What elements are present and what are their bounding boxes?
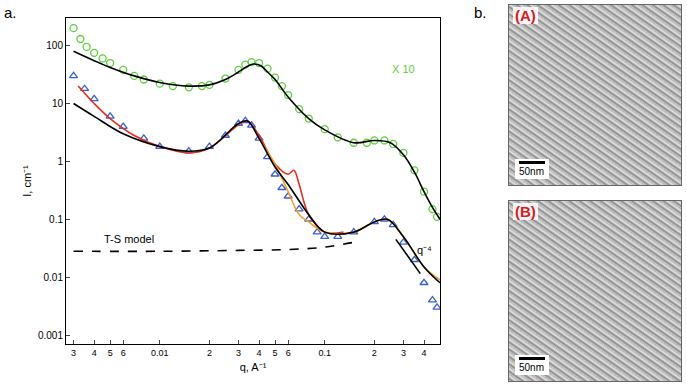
svg-text:3: 3 [236,348,241,358]
svg-text:4: 4 [257,348,262,358]
svg-text:0.001: 0.001 [38,330,63,341]
html-text:50nm: 50nm [519,362,544,373]
html-text:b.: b. [474,4,487,21]
svg-text:0.01: 0.01 [44,272,64,283]
html-text:50nm: 50nm [519,166,544,177]
svg-text:2: 2 [372,348,377,358]
svg-text:4: 4 [422,348,427,358]
svg-text:q⁻⁴: q⁻⁴ [417,244,432,256]
svg-text:T-S model: T-S model [104,233,154,245]
html-text:a.: a. [4,4,17,21]
svg-text:3: 3 [71,348,76,358]
svg-text:X 10: X 10 [392,63,415,75]
svg-text:2: 2 [207,348,212,358]
svg-text:I, cm⁻¹: I, cm⁻¹ [21,165,33,197]
svg-text:6: 6 [121,348,126,358]
svg-text:6: 6 [286,348,291,358]
svg-text:0.01: 0.01 [151,348,169,358]
html-text:(B): (B) [515,203,536,220]
svg-text:0.1: 0.1 [318,348,331,358]
svg-text:q, A⁻¹: q, A⁻¹ [240,361,267,373]
svg-text:1: 1 [57,156,63,167]
svg-text:5: 5 [108,348,113,358]
svg-text:4: 4 [92,348,97,358]
html-text:(A): (A) [515,7,536,24]
svg-text:10: 10 [52,98,64,109]
svg-text:100: 100 [46,40,63,51]
svg-text:3: 3 [401,348,406,358]
svg-text:0.1: 0.1 [49,214,63,225]
svg-text:5: 5 [273,348,278,358]
